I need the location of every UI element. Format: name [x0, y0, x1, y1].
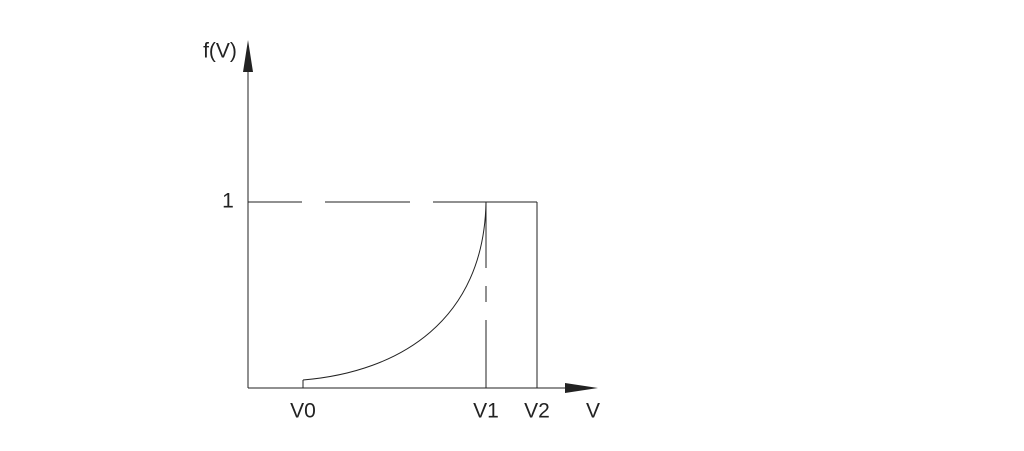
x-tick-label: V1	[473, 400, 499, 423]
curve	[302, 201, 487, 381]
x-tick-label: V2	[524, 400, 550, 423]
x-axis-label: V	[586, 400, 600, 423]
y-axis-arrow	[243, 40, 253, 72]
x-axis-arrow	[565, 383, 598, 393]
y-tick-label: 1	[222, 190, 234, 213]
y-axis-label: f(V)	[203, 40, 237, 63]
x-tick-label: V0	[290, 400, 316, 423]
